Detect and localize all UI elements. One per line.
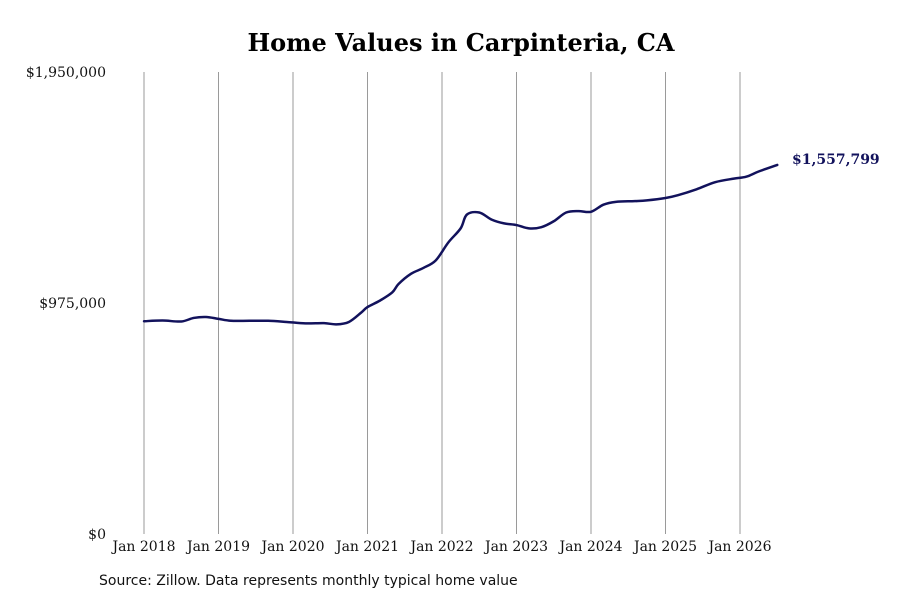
y-tick-label: $975,000 <box>39 296 106 312</box>
gridlines <box>143 72 741 534</box>
plot-area <box>142 163 779 326</box>
end-value-label: $1,557,799 <box>792 152 880 168</box>
x-tick-label: Jan 2026 <box>706 539 771 555</box>
chart-title: Home Values in Carpinteria, CA <box>247 28 674 57</box>
source-note: Source: Zillow. Data represents monthly … <box>99 573 518 589</box>
x-tick-label: Jan 2020 <box>259 539 324 555</box>
series-line-home-value <box>142 163 779 326</box>
y-tick-label: $0 <box>88 527 106 543</box>
x-tick-label: Jan 2025 <box>632 539 697 555</box>
x-tick-label: Jan 2023 <box>483 539 548 555</box>
x-tick-label: Jan 2024 <box>557 539 622 555</box>
y-tick-label: $1,950,000 <box>26 65 106 81</box>
x-axis: Jan 2018 Jan 2019 Jan 2020 Jan 2021 Jan 2022… <box>110 539 771 555</box>
x-tick-label: Jan 2019 <box>185 539 250 555</box>
x-tick-label: Jan 2018 <box>110 539 175 555</box>
y-axis: $0 $975,000 $1,950,000 <box>26 65 106 543</box>
x-tick-label: Jan 2021 <box>334 539 399 555</box>
x-tick-label: Jan 2022 <box>408 539 473 555</box>
